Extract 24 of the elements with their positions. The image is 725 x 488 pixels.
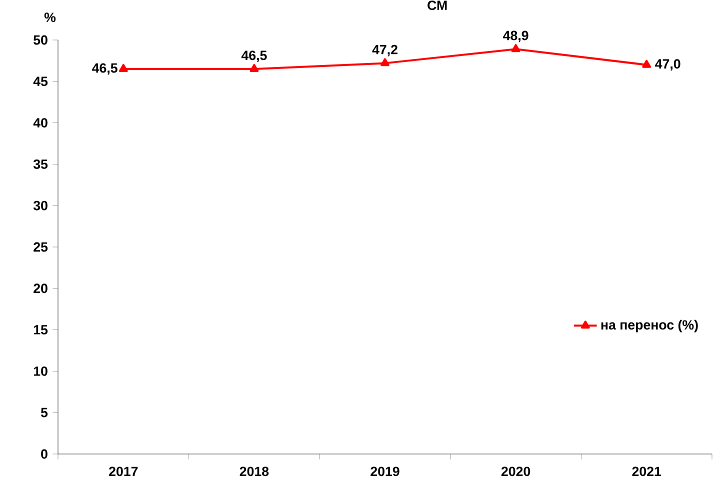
- legend-label: на перенос (%): [601, 320, 698, 332]
- y-tick-label: 45: [33, 76, 48, 86]
- x-tick-label: 2017: [109, 466, 138, 476]
- y-tick-label: 35: [33, 159, 48, 169]
- data-label: 48,9: [503, 30, 528, 42]
- y-tick-label: 25: [34, 242, 48, 252]
- data-label: 46,5: [241, 50, 267, 62]
- y-tick-label: 20: [34, 284, 48, 294]
- x-tick-label: 2021: [632, 466, 662, 476]
- data-label: 47,0: [655, 59, 680, 71]
- y-tick-label: 50: [34, 35, 48, 45]
- y-axis-title: %: [44, 12, 56, 22]
- y-tick-label: 0: [41, 449, 48, 459]
- chart-title: СМ: [428, 0, 447, 10]
- x-tick-label: 2020: [501, 466, 530, 476]
- data-label: 47,2: [372, 44, 398, 56]
- y-tick-label: 10: [34, 366, 48, 376]
- y-tick-label: 5: [40, 408, 48, 418]
- y-tick-label: 40: [33, 118, 48, 128]
- x-tick-label: 2018: [240, 466, 269, 476]
- x-tick-label: 2019: [370, 466, 400, 476]
- data-label: 46,5: [92, 63, 118, 75]
- y-tick-label: 15: [34, 325, 48, 334]
- y-tick-label: 30: [33, 200, 48, 210]
